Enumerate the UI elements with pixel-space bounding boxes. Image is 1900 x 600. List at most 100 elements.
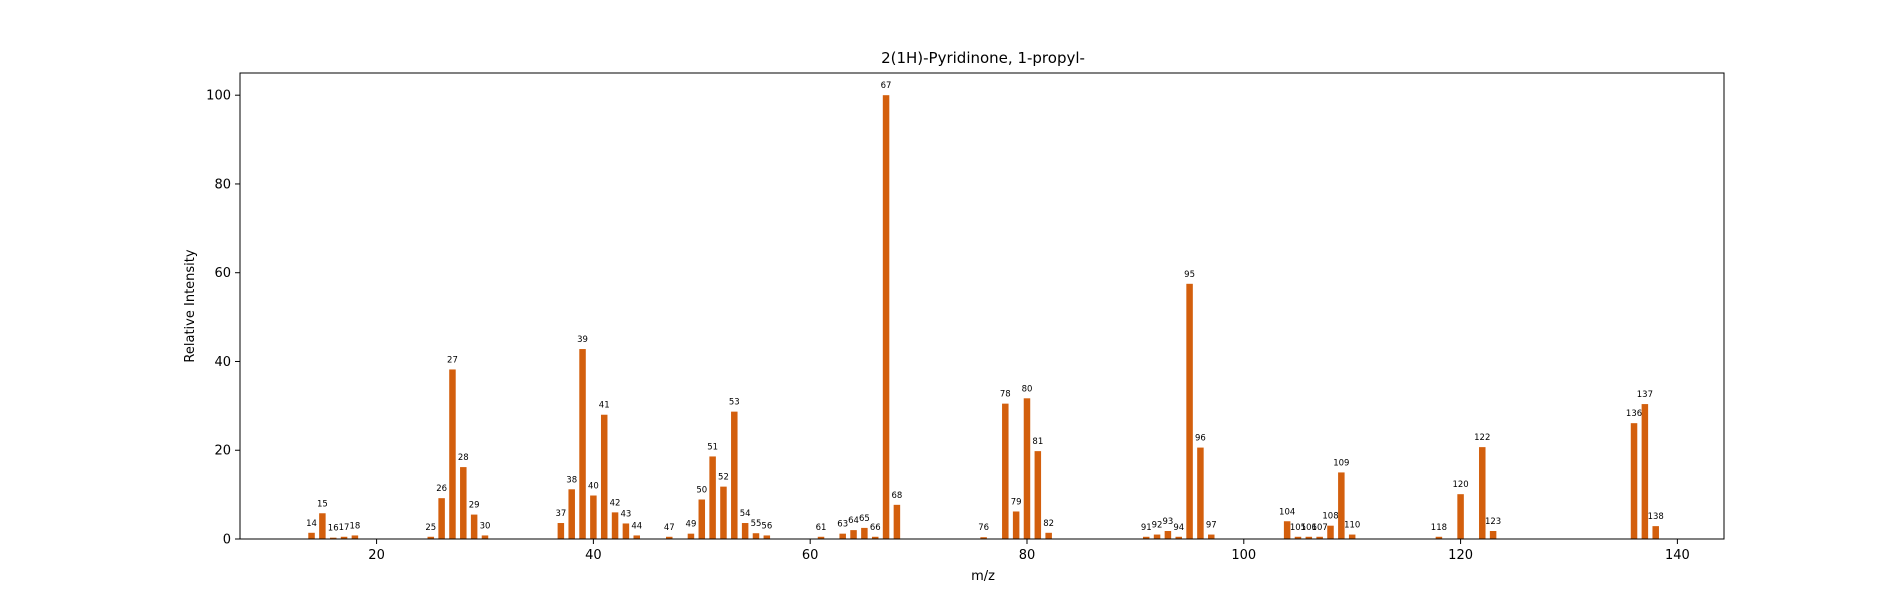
bar-label-mz-122: 122 [1474,433,1490,443]
bar-label-mz-94: 94 [1173,523,1184,533]
bar-mz-91 [1142,536,1150,539]
bar-label-mz-63: 63 [837,520,848,530]
bar-mz-40 [590,495,597,539]
y-tick-label: 100 [206,89,231,104]
bar-label-mz-82: 82 [1043,519,1054,529]
bar-label-mz-95: 95 [1184,270,1195,280]
x-tick-label: 40 [585,548,602,563]
bar-label-mz-136: 136 [1626,409,1642,419]
bar-mz-38 [568,489,575,539]
bar-mz-16 [329,537,337,539]
bar-label-mz-27: 27 [447,355,458,365]
bar-label-mz-29: 29 [469,501,480,511]
bar-label-mz-16: 16 [328,524,339,534]
bar-mz-123 [1489,531,1497,539]
bar-label-mz-68: 68 [891,491,902,501]
x-tick-label: 20 [368,548,385,563]
bar-label-mz-91: 91 [1141,523,1152,533]
y-tick-label: 80 [214,177,231,192]
bar-mz-44 [633,535,640,539]
y-axis-ticks: 0 20 40 60 80 100 [206,89,240,548]
bar-mz-110 [1348,534,1356,539]
bar-mz-92 [1153,534,1161,539]
bar-mz-67 [882,95,890,539]
bar-label-mz-80: 80 [1022,384,1033,394]
bar-mz-105 [1294,536,1302,539]
bar-label-mz-106: 106 [1301,523,1317,533]
chart-title: 2(1H)-Pyridinone, 1-propyl- [881,49,1085,67]
bar-mz-53 [731,411,738,539]
bar-mz-94 [1175,536,1182,539]
bar-mz-30 [481,535,489,539]
bar-mz-49 [687,533,695,539]
bar-label-mz-123: 123 [1485,517,1501,527]
bar-mz-120 [1457,494,1464,539]
bar-label-mz-108: 108 [1322,512,1338,522]
bar-label-mz-67: 67 [881,81,892,91]
bar-label-mz-49: 49 [686,520,697,530]
bar-label-mz-107: 107 [1312,523,1328,533]
bar-mz-52 [720,486,727,539]
bar-label-mz-105: 105 [1290,523,1306,533]
bar-label-mz-44: 44 [631,521,642,531]
bar-mz-47 [666,536,673,539]
bar-label-mz-14: 14 [306,519,317,529]
bar-label-mz-92: 92 [1152,521,1163,531]
bar-mz-106 [1305,536,1313,539]
bar-mz-97 [1208,534,1215,539]
bar-mz-66 [871,536,879,539]
bar-label-mz-118: 118 [1431,523,1447,533]
bar-label-mz-53: 53 [729,398,740,408]
bar-label-mz-26: 26 [436,484,447,494]
bar-label-mz-17: 17 [339,523,350,533]
y-tick-label: 40 [214,355,231,370]
bar-label-mz-30: 30 [480,521,491,531]
bar-label-mz-39: 39 [577,335,588,345]
bar-label-mz-55: 55 [751,519,762,529]
x-tick-label: 100 [1231,548,1256,563]
bar-label-mz-38: 38 [566,475,577,485]
bar-label-mz-138: 138 [1648,512,1664,522]
bar-mz-41 [600,414,608,539]
bar-mz-78 [1002,403,1009,539]
bar-mz-138 [1652,526,1659,539]
bar-label-mz-104: 104 [1279,507,1295,517]
bar-mz-79 [1012,511,1020,539]
bar-mz-96 [1197,447,1204,539]
bar-label-mz-64: 64 [848,516,859,526]
bar-mz-65 [861,527,868,539]
bar-mz-80 [1023,398,1031,539]
bar-mz-50 [698,499,706,539]
bar-mz-43 [622,523,630,539]
bar-label-mz-97: 97 [1206,521,1217,531]
bar-mz-104 [1283,521,1291,539]
bar-mz-28 [460,467,467,539]
bar-mz-109 [1338,472,1345,539]
bar-mz-56 [763,535,771,539]
bar-label-mz-96: 96 [1195,434,1206,444]
bar-label-mz-79: 79 [1011,497,1022,507]
bar-label-mz-37: 37 [555,509,566,519]
bar-label-mz-25: 25 [425,523,436,533]
x-tick-label: 60 [802,548,819,563]
bar-mz-27 [449,369,456,539]
y-tick-label: 60 [214,266,231,281]
bar-mz-76 [980,537,987,539]
bar-label-mz-47: 47 [664,523,675,533]
bar-mz-37 [557,523,565,539]
bar-label-mz-120: 120 [1452,480,1468,490]
bar-label-mz-137: 137 [1637,390,1653,400]
y-axis-label: Relative Intensity [183,249,198,362]
bar-mz-95 [1186,283,1193,539]
bar-label-mz-51: 51 [707,442,718,452]
bar-mz-63 [839,533,846,539]
bar-mz-26 [438,498,445,539]
bar-mz-29 [470,514,478,539]
plot-frame [239,72,1725,540]
bar-mz-15 [319,513,326,539]
bar-label-mz-81: 81 [1032,437,1043,447]
bar-label-mz-42: 42 [610,498,621,508]
bar-label-mz-65: 65 [859,514,870,524]
